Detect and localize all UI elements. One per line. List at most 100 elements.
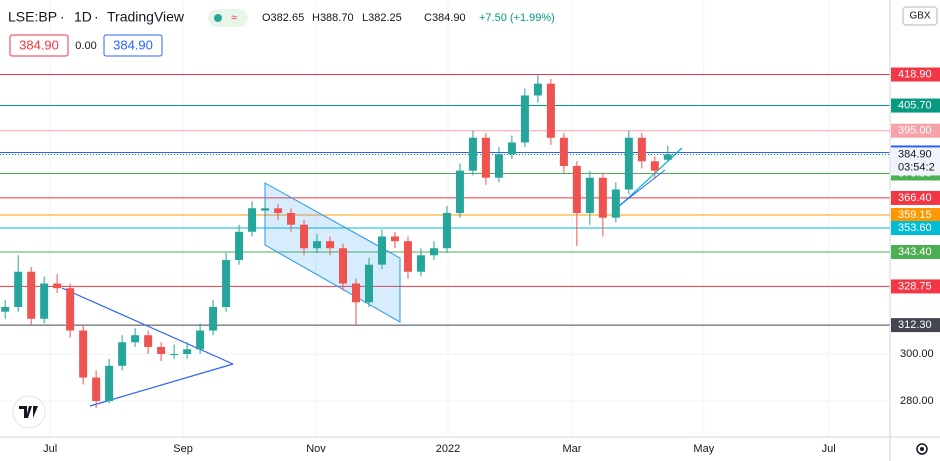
market-status[interactable]: [208, 9, 248, 27]
change: +7.50 (+1.99%): [479, 12, 555, 24]
trend-line: [619, 169, 666, 206]
interval: 1D: [74, 9, 92, 25]
level-label: 343.40: [898, 246, 932, 258]
sell-box[interactable]: [9, 34, 69, 57]
buy-box[interactable]: [103, 34, 163, 57]
candle-body: [183, 349, 192, 355]
candle-body: [494, 154, 503, 178]
candle-body: [261, 208, 270, 211]
x-tick-label: Jul: [43, 443, 57, 455]
candle-body: [1, 307, 10, 312]
candle-body: [92, 377, 101, 402]
level-label: 395.00: [898, 125, 932, 137]
candle-body: [403, 241, 412, 272]
candle-body: [364, 264, 373, 303]
level-label-bg: [891, 207, 940, 222]
level-label-bg: [891, 98, 940, 113]
level-label-bg: [891, 244, 940, 259]
candle-body: [507, 142, 516, 155]
candle-body: [313, 241, 322, 249]
candle-body: [105, 365, 114, 402]
candle-body: [53, 283, 62, 289]
candle-body: [624, 137, 633, 190]
candle-body: [248, 208, 257, 232]
axes: 280.00 300.00 Jul Sep Nov 2022 Mar May Jul 418.90…: [43, 67, 940, 455]
candle-body: [300, 224, 309, 249]
level-label-bg: [891, 67, 940, 82]
spread: 0.00: [75, 40, 96, 52]
status-dot: [214, 14, 222, 22]
level-label: 353.60: [898, 222, 932, 234]
x-tick-label: Nov: [306, 443, 326, 455]
symbol: LSE:BP: [8, 9, 57, 25]
x-tick-label: 2022: [436, 443, 460, 455]
candle-body: [274, 208, 283, 213]
candle-body: [79, 330, 88, 378]
x-tick-label: May: [693, 443, 714, 455]
candle-body: [611, 189, 620, 218]
candle-body: [468, 137, 477, 171]
currency-button[interactable]: [902, 6, 938, 26]
candle-body: [442, 212, 451, 249]
countdown: 03:54:2: [898, 161, 935, 173]
candle-body: [377, 236, 386, 265]
candle-body: [416, 255, 425, 272]
candle-body: [222, 259, 231, 308]
triangle-line: [61, 287, 234, 365]
status-icon: ≈: [231, 12, 237, 24]
sell-price: 384.90: [19, 37, 59, 52]
candles: [1, 74, 672, 409]
candle-body: [118, 342, 127, 366]
separator: ·: [60, 9, 65, 25]
candle-body: [572, 165, 581, 213]
candle-body: [390, 236, 399, 242]
candle-body: [585, 177, 594, 213]
candle-body: [209, 307, 218, 331]
x-tick-label: Jul: [822, 443, 836, 455]
candle-body: [455, 170, 464, 213]
level-label: 405.70: [898, 99, 932, 111]
candle-body: [157, 346, 166, 355]
settings-button[interactable]: [916, 443, 928, 455]
level-label: 418.90: [898, 68, 932, 80]
header: LSE:BP · 1D · TradingView ≈ O382.65 H388…: [8, 9, 555, 57]
ohlc-low: L382.25: [362, 12, 402, 24]
candle-body: [520, 95, 529, 143]
buy-price: 384.90: [113, 37, 153, 52]
x-tick-label: Mar: [562, 443, 581, 455]
separator: ·: [94, 9, 99, 25]
level-label: 328.75: [898, 280, 932, 292]
candle-body: [131, 335, 140, 343]
y-tick-label: 280.00: [900, 395, 934, 407]
y-tick-label: 300.00: [900, 348, 934, 360]
ohlc-open: O382.65: [262, 12, 304, 24]
last-price-bg: [891, 147, 940, 176]
candle-body: [429, 248, 438, 256]
source: TradingView: [107, 9, 185, 25]
ohlc-close: C384.90: [424, 12, 466, 24]
candle-body: [598, 177, 607, 218]
currency: GBX: [909, 11, 930, 22]
level-label-bg: [891, 221, 940, 236]
candle-body: [326, 241, 335, 249]
candle-body: [559, 137, 568, 166]
x-tick-label: Sep: [173, 443, 193, 455]
candle-body: [352, 283, 360, 303]
logo: [12, 395, 46, 429]
ohlc-high: H388.70: [312, 12, 354, 24]
level-label: 366.40: [898, 192, 932, 204]
candle-body: [27, 271, 36, 319]
candle-body: [287, 212, 296, 225]
candle-body: [481, 137, 490, 178]
candle-body: [663, 154, 672, 160]
level-label: 359.15: [898, 209, 932, 221]
candle-body: [650, 161, 659, 171]
level-label-bg: [891, 190, 940, 205]
level-label-bg: [891, 123, 940, 138]
candle-body: [637, 137, 646, 162]
level-label: 312.30: [898, 319, 932, 331]
level-label-bg: [891, 279, 940, 294]
